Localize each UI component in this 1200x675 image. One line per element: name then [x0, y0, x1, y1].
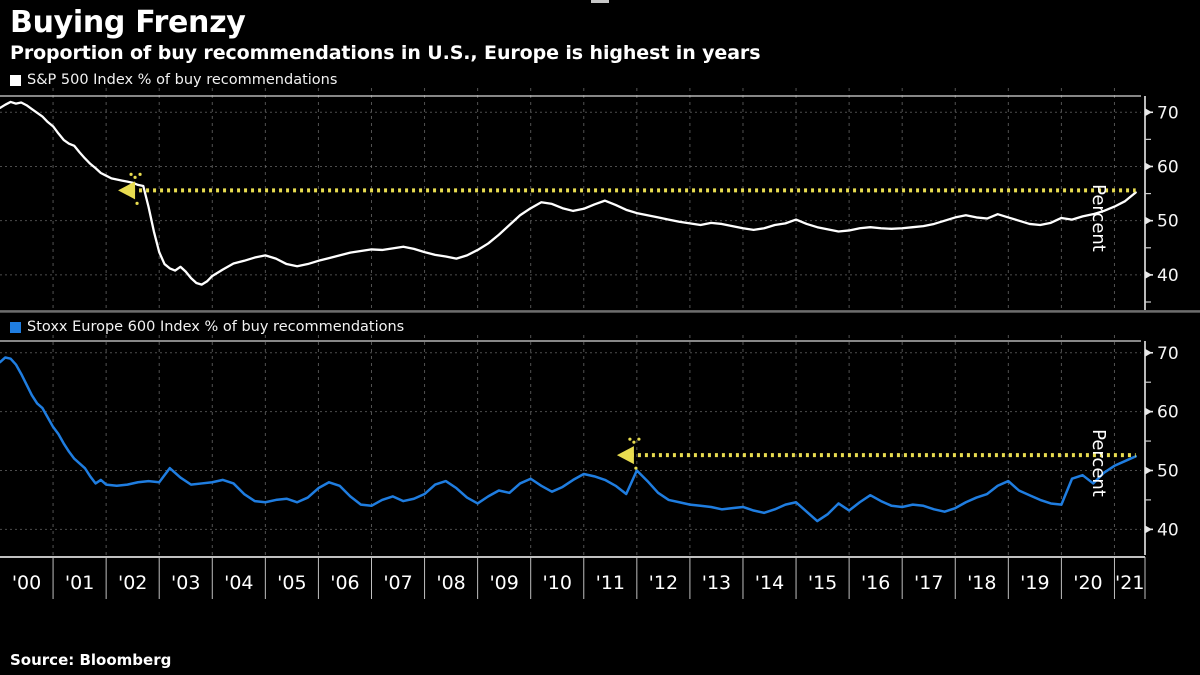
- x-tick-label: '09: [489, 572, 518, 594]
- svg-text:70: 70: [1157, 103, 1179, 123]
- legend-swatch-sp500: [10, 74, 21, 86]
- x-tick-label: '21: [1115, 572, 1144, 594]
- x-tick-label: '04: [224, 572, 253, 594]
- x-tick-label: '07: [383, 572, 412, 594]
- x-axis-svg: '00 '01 '02 '03 '04 '05 '06 '07 '08 '09 '10 '11 '12 '…: [0, 556, 1146, 599]
- stoxx600-axis-title: Percent: [1088, 429, 1109, 497]
- x-tick-label: '10: [543, 572, 572, 594]
- x-tick-label: '17: [914, 572, 943, 594]
- svg-text:40: 40: [1157, 266, 1179, 286]
- stoxx600-plot: 40 50 60 70 Percent: [0, 335, 1179, 555]
- x-axis: '00 '01 '02 '03 '04 '05 '06 '07 '08 '09 '10 '11 '12 '…: [0, 555, 1200, 607]
- x-tick-label: '03: [171, 572, 200, 594]
- stoxx600-gridlines: [0, 335, 1141, 555]
- stoxx600-line: [0, 356, 1137, 523]
- x-tick-label: '11: [596, 572, 625, 594]
- divider-grip-icon[interactable]: [591, 0, 609, 3]
- legend-swatch-stoxx600: [10, 321, 21, 333]
- source-note: Source: Bloomberg: [10, 651, 172, 669]
- svg-text:70: 70: [1157, 344, 1179, 364]
- x-tick-label: '15: [808, 572, 837, 594]
- x-tick-label: '18: [967, 572, 996, 594]
- sp500-plot: 40 50 60 70 Percent: [0, 88, 1179, 310]
- sp500-y-axis: 40 50 60 70: [1144, 96, 1179, 310]
- sp500-gridlines: [0, 88, 1141, 310]
- stoxx600-annotation-arrow: [616, 437, 1136, 470]
- x-tick-label: '01: [65, 572, 94, 594]
- page-subtitle: Proportion of buy recommendations in U.S…: [10, 42, 761, 64]
- sp500-annotation-arrow: [118, 172, 1136, 205]
- page-title: Buying Frenzy: [10, 5, 246, 40]
- x-tick-label: '19: [1020, 572, 1049, 594]
- legend-stoxx600: Stoxx Europe 600 Index % of buy recommen…: [0, 319, 1200, 335]
- svg-text:50: 50: [1157, 212, 1179, 232]
- stoxx600-y-axis: 40 50 60 70: [1144, 341, 1179, 555]
- legend-label-sp500: S&P 500 Index % of buy recommendations: [27, 72, 338, 88]
- svg-text:60: 60: [1157, 157, 1179, 177]
- x-tick-label: '20: [1073, 572, 1102, 594]
- x-tick-label: '13: [702, 572, 731, 594]
- x-tick-label: '00: [12, 572, 41, 594]
- svg-text:60: 60: [1157, 403, 1179, 423]
- panel-divider: [0, 0, 1200, 313]
- legend-sp500: S&P 500 Index % of buy recommendations: [0, 72, 1200, 88]
- svg-text:50: 50: [1157, 461, 1179, 481]
- x-tick-label: '16: [861, 572, 890, 594]
- x-tick-label: '05: [277, 572, 306, 594]
- x-tick-label: '14: [755, 572, 784, 594]
- chart-header: Buying Frenzy Proportion of buy recommen…: [0, 0, 1200, 65]
- panel-stoxx600: 40 50 60 70 Percent: [0, 335, 1200, 555]
- x-tick-label: '12: [649, 572, 678, 594]
- x-tick-label: '06: [330, 572, 359, 594]
- sp500-axis-title: Percent: [1088, 184, 1109, 252]
- x-tick-label: '08: [436, 572, 465, 594]
- legend-label-stoxx600: Stoxx Europe 600 Index % of buy recommen…: [27, 319, 405, 335]
- panel-sp500: 40 50 60 70 Percent: [0, 88, 1200, 310]
- x-tick-label: '02: [118, 572, 147, 594]
- sp500-line: [0, 100, 1137, 286]
- svg-text:40: 40: [1157, 520, 1179, 540]
